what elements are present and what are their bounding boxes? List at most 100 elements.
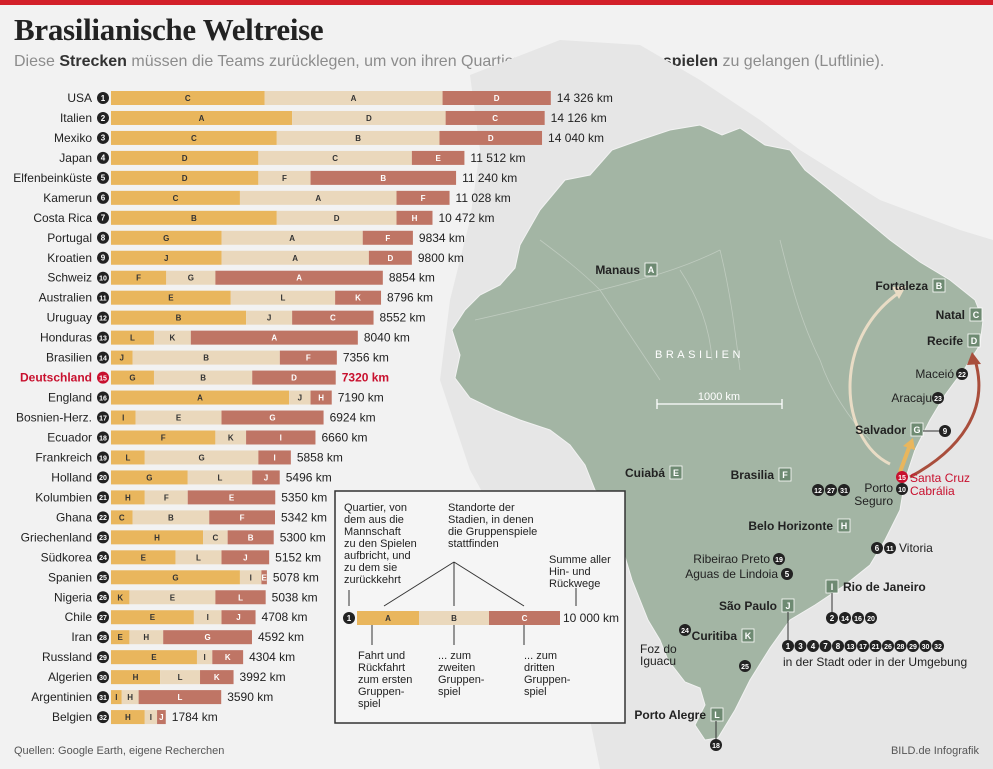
quarter-number-badge [97,611,109,624]
bar-segment [132,350,280,365]
stadium-letter: E [176,414,182,423]
stadium-letter: E [435,154,441,163]
bar-segment [258,170,311,185]
legend-stadium-text: die Gruppenspiele [448,526,537,538]
quarter-number-label: 23 [934,396,942,403]
total-distance-label: 4304 km [249,650,295,664]
stadium-letter: D [366,114,372,123]
stadium-letter-marker [969,307,983,322]
team-label: Japan [59,151,92,165]
stadium-letter: E [141,553,147,562]
quarter-number-badge [956,368,968,380]
stadium-letter: L [238,593,243,602]
total-distance-label: 5038 km [272,590,318,604]
stadium-letter: G [204,633,210,642]
stadium-letter-marker [837,518,851,533]
total-distance-label: 11 240 km [462,171,517,185]
quarter-number-badge [782,640,794,652]
bar-segment [276,130,440,145]
stadium-letter: B [168,513,174,522]
quarter-number-badge [838,484,850,496]
bar-segment [239,190,397,205]
bar-segment [368,250,412,265]
quarter-number-label: 4 [811,642,816,651]
quarter-number-label: 8 [836,642,841,651]
stadium-letter-label: C [973,310,980,320]
quarter-number-badge [871,542,883,554]
bar-segment [157,710,166,725]
quarter-number-badge [852,612,864,624]
bar-segment [258,450,291,465]
quarter-number-label: 23 [99,535,107,542]
quarter-number-label: 24 [99,555,107,562]
bar-segment [221,250,369,265]
bar-segment [129,630,164,645]
bar-segment [111,170,259,185]
bar-segment [160,670,201,685]
stadium-letter: A [315,194,321,203]
stadium-letter-label: D [971,336,978,346]
quarter-number-badge [857,640,869,652]
total-distance-label: 3590 km [227,690,273,704]
bar-segment [132,510,210,525]
quarter-number-label: 29 [909,644,917,651]
quarter-number-label: 14 [841,616,849,623]
quarter-place-label: Aguas de Lindoia [685,567,778,581]
bar-segment [203,530,228,545]
stadium-letter: B [200,374,206,383]
quarter-number-badge [97,271,109,284]
quarter-number-label: 19 [775,557,783,564]
bar-segment [246,310,293,325]
stadium-city-label: Recife [927,334,963,348]
team-label: Argentinien [31,690,92,704]
stadium-city-label: Cuiabá [625,466,665,480]
total-distance-label: 14 040 km [548,131,604,145]
quarter-number-label: 12 [99,315,107,322]
stadium-letter: B [380,174,386,183]
quarter-number-label: 20 [867,616,875,623]
total-distance-label: 14 126 km [551,111,607,125]
bar-segment [258,150,412,165]
quarter-number-badge [932,392,944,404]
subtitle-part: müssen die Teams zurücklegen, um von ihr… [126,53,542,70]
legend-quarter-text: dem aus die [344,514,404,526]
bar-segment [111,690,122,705]
quarter-number-badge [97,531,109,544]
bar-segment [215,270,383,285]
stadium-letter: E [229,493,235,502]
legend-quarter-text: Quartier, von [344,502,407,514]
bar-segment [209,510,275,525]
legend-stadium-text: Stadien, in denen [448,514,534,526]
stadium-letter: B [203,354,209,363]
total-distance-label: 8552 km [380,311,426,325]
stadium-letter: C [212,533,218,542]
quarter-number-label: 29 [99,655,107,662]
stadium-letter: B [176,314,182,323]
legend-total-label: 10 000 km [563,611,619,625]
quarter-number-badge [832,640,844,652]
quarter-number-label: 27 [99,615,107,622]
stadium-letter-marker [967,333,981,348]
quarter-number-badge [819,640,832,652]
quarter-number-label: 30 [922,644,930,651]
stadium-letter: K [170,334,176,343]
legend-third-text: ... zum [524,650,557,662]
legend-quarter-text: zu dem sie [344,562,397,574]
bar-segment [166,270,216,285]
legend-quarter-text: zu den Spielen [344,538,417,550]
bar-segment [153,370,253,385]
team-label: Australien [39,291,92,305]
quarter-number-badge [781,568,793,580]
bar-segment [292,310,374,325]
legend-second-text: spiel [438,686,461,698]
stadium-letter: C [191,134,197,143]
stadium-city-label: São Paulo [719,599,777,613]
quarter-place-label: Ribeirao Preto [693,552,770,566]
bar-segment [111,190,240,205]
bar-segment [111,650,197,665]
quarter-place-label: Seguro [854,494,893,508]
bar-segment [362,230,413,245]
quarter-number-badge [794,640,807,652]
stadium-city-label: Curitiba [692,629,738,643]
bar-segment [111,570,240,585]
